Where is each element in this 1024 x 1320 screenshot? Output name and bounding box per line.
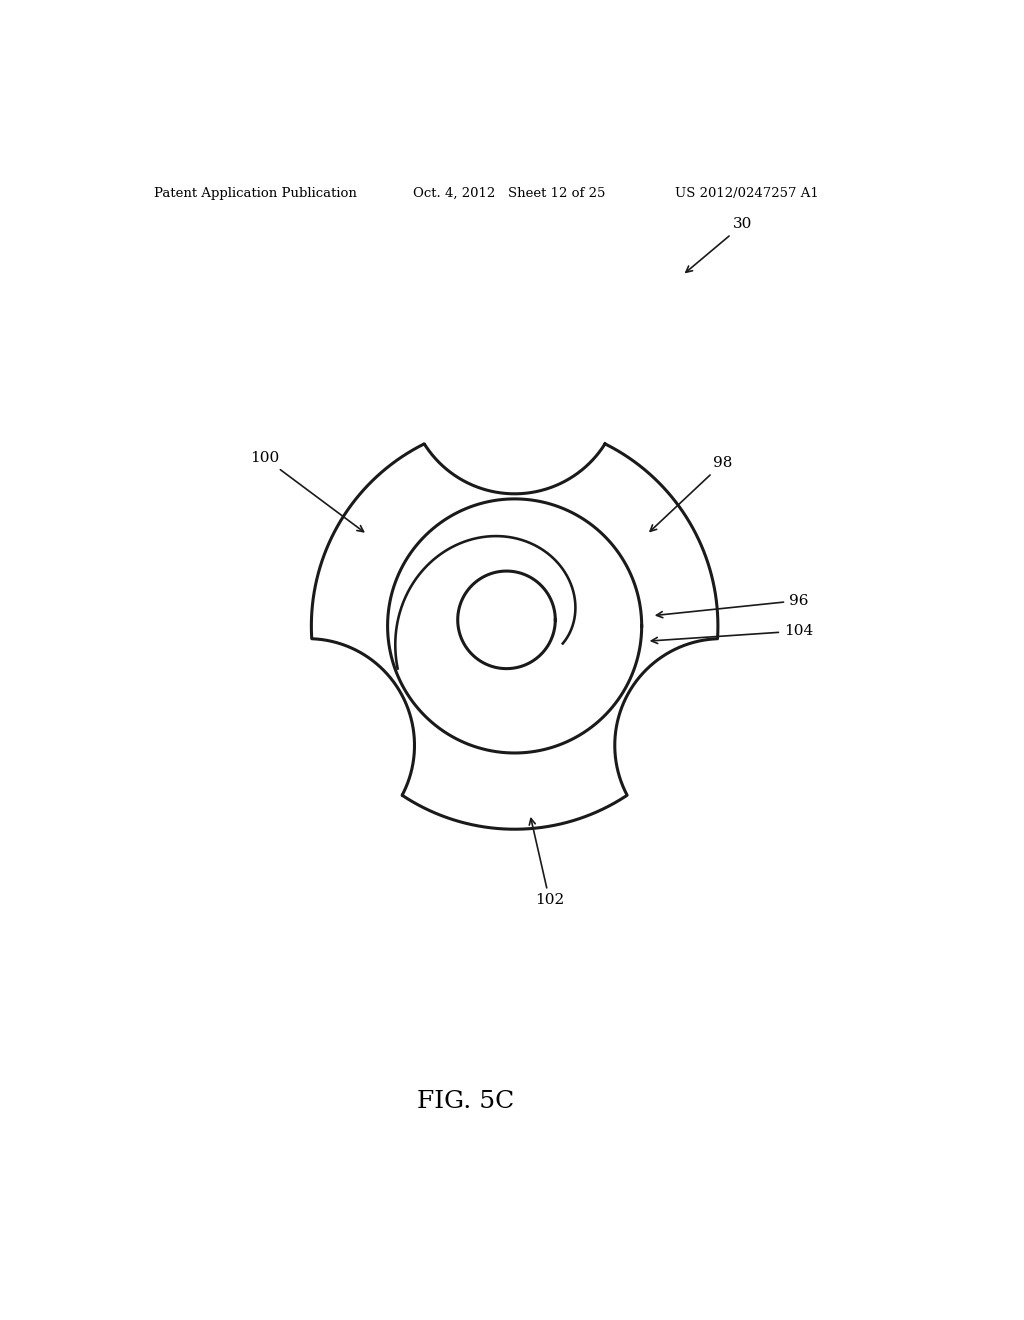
Text: Oct. 4, 2012   Sheet 12 of 25: Oct. 4, 2012 Sheet 12 of 25: [413, 187, 605, 199]
Polygon shape: [311, 444, 718, 829]
Text: 98: 98: [650, 457, 732, 531]
Text: 104: 104: [651, 624, 813, 644]
Text: 102: 102: [529, 818, 564, 907]
Text: 96: 96: [656, 594, 809, 618]
Text: US 2012/0247257 A1: US 2012/0247257 A1: [676, 187, 819, 199]
Text: 100: 100: [251, 451, 364, 532]
Text: Patent Application Publication: Patent Application Publication: [154, 187, 357, 199]
Text: FIG. 5C: FIG. 5C: [417, 1090, 514, 1113]
Text: 30: 30: [686, 218, 753, 272]
